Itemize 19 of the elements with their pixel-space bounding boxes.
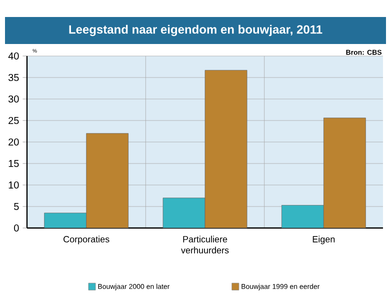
x-tick-label: Eigen xyxy=(312,236,335,244)
y-tick-label: 25 xyxy=(8,116,19,124)
y-tick-label: 20 xyxy=(8,138,19,146)
y-tick-label: 5 xyxy=(14,203,19,210)
bar xyxy=(281,205,324,228)
x-tick-label: Corporaties xyxy=(64,236,110,244)
y-tick-label: 10 xyxy=(8,181,19,189)
bar xyxy=(44,212,87,228)
y-tick-label: 30 xyxy=(8,95,19,103)
chart-title: Leegstand naar eigendom en bouwjaar, 2011 xyxy=(69,24,322,36)
bar xyxy=(323,118,366,228)
y-tick-label: 35 xyxy=(8,74,19,82)
y-tick-label: 15 xyxy=(8,160,19,167)
bar xyxy=(204,70,248,228)
x-tick-label: Particuliere verhuurders xyxy=(181,236,229,254)
bar xyxy=(162,198,206,228)
bar xyxy=(86,133,129,228)
y-tick-label: 0 xyxy=(14,224,19,232)
y-tick-label: 40 xyxy=(8,52,19,60)
